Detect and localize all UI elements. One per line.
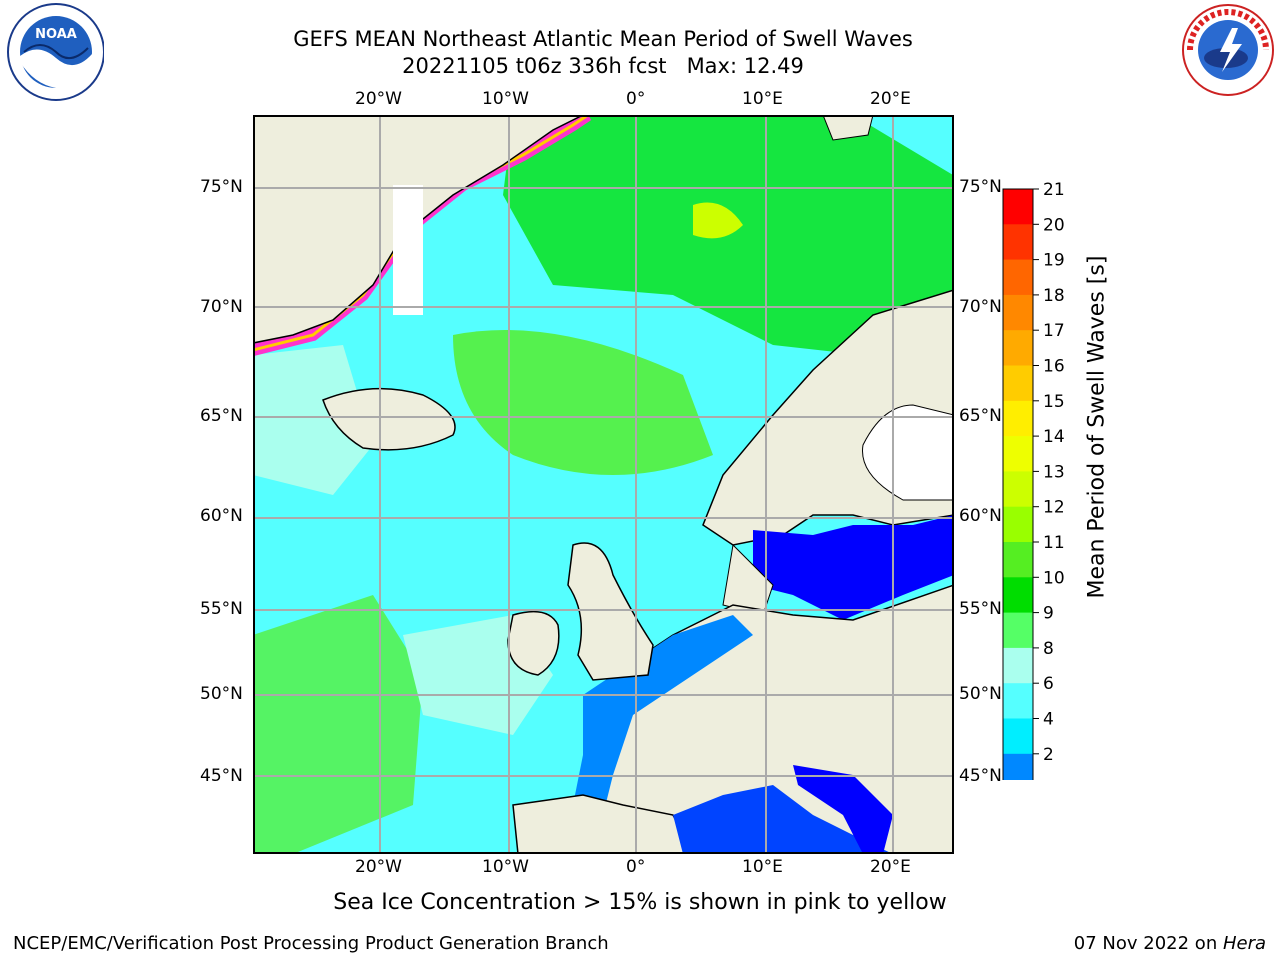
colorbar-tick-label: 19	[1043, 251, 1065, 271]
lat-label-right: 70°N	[959, 297, 1002, 317]
lon-label-top: 10°E	[742, 89, 783, 109]
lon-label-top: 20°W	[355, 89, 402, 109]
colorbar-tick-label: 15	[1043, 392, 1065, 412]
footer-date-text: 07 Nov 2022 on	[1073, 933, 1223, 954]
nws-logo	[1180, 2, 1275, 97]
colorbar-tick-label: 4	[1043, 710, 1054, 730]
map-svg	[253, 115, 954, 854]
swell-region-9s-west	[253, 345, 373, 495]
colorbar-tick-label: 17	[1043, 321, 1065, 341]
lon-label-bottom: 0°	[626, 857, 646, 877]
colorbar-swatches	[1002, 188, 1034, 817]
lon-label-top: 20°E	[870, 89, 911, 109]
colorbar-tick-label: 2	[1043, 745, 1054, 765]
colorbar-swatch	[1003, 189, 1033, 225]
footer-date: 07 Nov 2022 on Hera	[1074, 933, 1266, 954]
footer-credit: NCEP/EMC/Verification Post Processing Pr…	[13, 933, 609, 954]
colorbar-swatch	[1003, 506, 1033, 543]
sea-ice-caption: Sea Ice Concentration > 15% is shown in …	[333, 890, 947, 915]
swell-region-13s	[693, 202, 743, 239]
lon-label-bottom: 20°E	[870, 857, 911, 877]
colorbar-swatch	[1003, 471, 1033, 508]
footer-host: Hera	[1222, 933, 1266, 954]
colorbar-swatch	[1003, 436, 1033, 472]
colorbar-swatch	[1003, 400, 1033, 437]
swell-region-10s-central	[453, 330, 713, 475]
colorbar-tick-label: 20	[1043, 215, 1065, 235]
map-border	[253, 115, 954, 854]
colorbar-swatch	[1003, 577, 1033, 614]
coastal-swell-2-4s	[573, 615, 753, 815]
colorbar-tick-label: 9	[1043, 604, 1054, 624]
colorbar-swatch	[1003, 753, 1033, 790]
greenland-ice-sheet	[393, 185, 423, 315]
colorbar-tick-label: 13	[1043, 462, 1065, 482]
iceland-land	[322, 387, 456, 451]
colorbar-swatch	[1003, 647, 1033, 684]
colorbar-swatch	[1003, 365, 1033, 402]
colorbar-swatch	[1003, 224, 1033, 261]
ireland-land	[507, 610, 560, 676]
colorbar-tick-label: 18	[1043, 286, 1065, 306]
chart-title: GEFS MEAN Northeast Atlantic Mean Period…	[293, 27, 913, 51]
lat-label-right: 60°N	[959, 506, 1002, 526]
lat-label-left: 50°N	[200, 684, 243, 704]
lat-label-left: 65°N	[200, 406, 243, 426]
colorbar-tick-label: 14	[1043, 427, 1065, 447]
lat-label-right: 45°N	[959, 766, 1002, 786]
lon-label-top: 0°	[626, 89, 646, 109]
map-panel	[253, 115, 954, 854]
colorbar-swatch	[1003, 259, 1033, 296]
colorbar-ticks: 21 20 19 18 17 16 15 14 13 12 11 10 9 8 6 4 2	[1033, 180, 1065, 765]
colorbar-tick-label: 21	[1043, 180, 1065, 200]
lat-label-right: 55°N	[959, 599, 1002, 619]
colorbar-tick-label: 16	[1043, 357, 1065, 377]
lat-label-left: 75°N	[200, 177, 243, 197]
lat-label-left: 55°N	[200, 599, 243, 619]
lon-label-bottom: 10°W	[482, 857, 529, 877]
colorbar-swatch	[1003, 330, 1033, 366]
colorbar-tick-label: 8	[1043, 639, 1054, 659]
colorbar-tick-label: 11	[1043, 533, 1065, 553]
lat-label-left: 45°N	[200, 766, 243, 786]
lon-label-top: 10°W	[482, 89, 529, 109]
svalbard-land	[822, 115, 874, 141]
lat-label-right: 65°N	[959, 406, 1002, 426]
gulf-of-bothnia	[862, 404, 954, 501]
swell-region-11s	[503, 115, 953, 365]
colorbar-swatch	[1003, 294, 1033, 331]
colorbar-swatch	[1003, 612, 1033, 649]
chart-subtitle: 20221105 t06z 336h fcst Max: 12.49	[402, 54, 804, 78]
lon-label-bottom: 20°W	[355, 857, 402, 877]
lat-label-left: 60°N	[200, 506, 243, 526]
lat-label-right: 50°N	[959, 684, 1002, 704]
colorbar-tick-label: 10	[1043, 568, 1065, 588]
lat-label-left: 70°N	[200, 297, 243, 317]
colorbar-tick-label: 6	[1043, 674, 1054, 694]
graticule	[253, 115, 954, 854]
adriatic-field	[793, 765, 893, 854]
mediterranean-field	[673, 785, 893, 854]
noaa-logo-text: NOAA	[35, 27, 77, 42]
colorbar-swatch	[1003, 718, 1033, 755]
baltic-sea-field	[753, 515, 954, 620]
colorbar-tick-label: 12	[1043, 498, 1065, 518]
lat-label-right: 75°N	[959, 177, 1002, 197]
colorbar-swatch	[1003, 542, 1033, 578]
colorbar-swatch	[1003, 683, 1033, 719]
lon-label-bottom: 10°E	[742, 857, 783, 877]
colorbar-label: Mean Period of Swell Waves [s]	[1084, 255, 1110, 599]
great-britain-land	[567, 542, 654, 681]
noaa-logo: NOAA	[4, 2, 105, 102]
